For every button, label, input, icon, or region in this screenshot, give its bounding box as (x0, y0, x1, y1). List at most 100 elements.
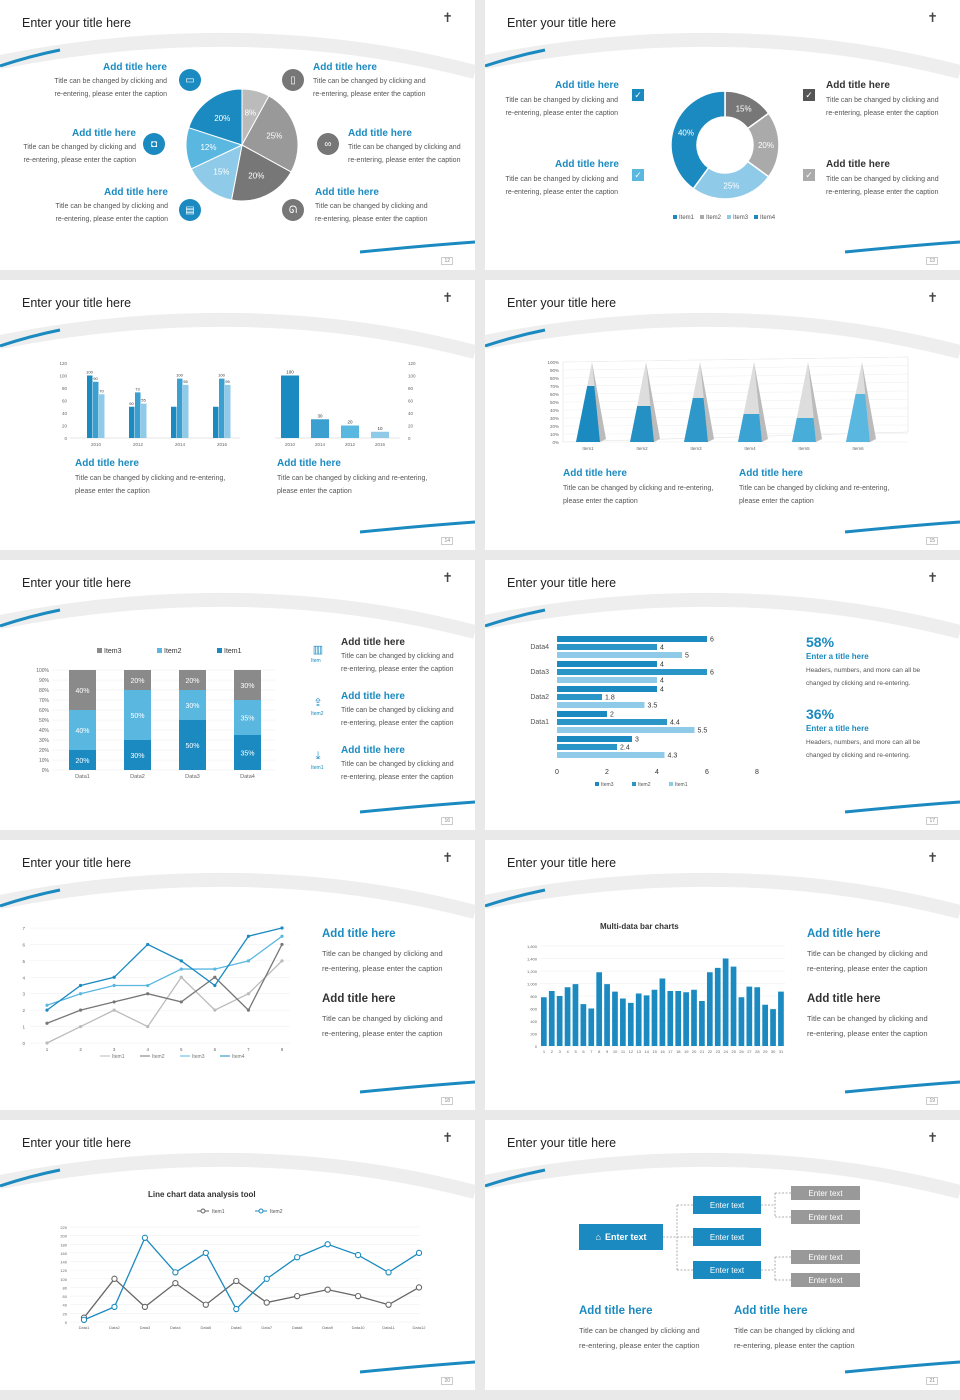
bar (683, 992, 689, 1046)
legend-label: Item3 (192, 1054, 205, 1060)
pyramid-fill (792, 418, 816, 442)
data-point (112, 983, 116, 988)
x-tick: 2012 (133, 442, 144, 447)
home-icon: ⌂ (595, 1232, 601, 1242)
slice-label: 25% (723, 181, 739, 190)
y-tick: 1,200 (527, 969, 538, 974)
data-point (233, 1277, 240, 1285)
data-point (179, 967, 183, 971)
data-label: 20% (185, 678, 199, 685)
legend-swatch (157, 648, 162, 653)
page-number: 13 (926, 257, 938, 265)
x-tick: Data9 (322, 1325, 333, 1330)
block-title: Add title here (807, 993, 881, 1005)
bar (219, 378, 225, 438)
y-tick: 40 (63, 1303, 68, 1308)
y-tick: 20 (408, 424, 414, 429)
y-tick: 30% (550, 416, 559, 421)
slide-14[interactable]: Enter your title here ✝ 120 100 80 60 40 20 0 1… (0, 280, 475, 550)
data-point (111, 1303, 118, 1311)
data-label: 100 (86, 370, 93, 375)
x-tick: 21 (700, 1049, 705, 1054)
mid-node[interactable]: Enter text (693, 1228, 761, 1246)
slide-16[interactable]: Enter your title here ✝ 100% 90% 80% 70% 60%… (0, 560, 475, 830)
slide-19[interactable]: Enter your title here ✝ Multi-data bar c… (485, 840, 960, 1110)
x-tick: 24 (723, 1049, 728, 1054)
legend-label: Item2 (638, 782, 651, 788)
bar (659, 978, 666, 1046)
data-point (324, 1286, 331, 1293)
data-label: 40% (75, 728, 89, 735)
x-tick: Data1 (75, 774, 90, 780)
gridline (562, 382, 909, 387)
bar (564, 987, 571, 1046)
slide-18[interactable]: Enter your title here ✝ 7 6 5 4 3 2 1 0 1 2 3 4 5 6 7 8… (0, 840, 475, 1110)
slide-title: Enter your title here (507, 296, 617, 310)
data-label: 30% (130, 753, 144, 760)
pie-slice (241, 95, 299, 173)
mid-node[interactable]: Enter text (693, 1261, 761, 1279)
bar (557, 669, 707, 675)
slice-label: 15% (736, 104, 752, 113)
y-tick: 120 (408, 361, 416, 366)
donut-chart: 15% 20% 25% 40% (670, 90, 780, 200)
gridline (562, 365, 909, 371)
data-label: 3 (635, 737, 639, 744)
gridline (562, 373, 909, 379)
bar (746, 986, 753, 1046)
y-tick: 1 (22, 1025, 25, 1030)
y-tick: 80% (550, 376, 559, 381)
data-label: 50% (130, 713, 144, 720)
x-tick: 9 (606, 1049, 609, 1054)
bar (557, 727, 695, 733)
root-node[interactable]: ⌂ Enter text (579, 1224, 663, 1250)
data-point (294, 1254, 301, 1261)
block-caption: Title can be changed by clicking and re-… (277, 475, 428, 495)
stat-subtitle: Enter a title here (806, 652, 869, 661)
bar (580, 1004, 587, 1046)
slide-21[interactable]: Enter your title here ✝ ⌂ Enter text Ente… (485, 1120, 960, 1390)
slide-13[interactable]: Enter your title here ✝ Add title here T… (485, 0, 960, 270)
cross-icon: ✝ (927, 850, 938, 865)
mid-node[interactable]: Enter text (693, 1196, 761, 1214)
x-tick: Data10 (352, 1325, 366, 1330)
slice-label: 20% (758, 141, 774, 150)
leaf-node[interactable]: Enter text (791, 1186, 860, 1200)
y-tick: 3 (22, 992, 25, 997)
y-tick: 60% (39, 708, 50, 714)
data-point (354, 1251, 362, 1259)
slide-title: Enter your title here (507, 1136, 617, 1150)
bar (541, 997, 547, 1046)
y-tick: 70% (39, 698, 50, 704)
legend-label: Item4 (232, 1054, 245, 1060)
leaf-node[interactable]: Enter text (791, 1250, 860, 1264)
page-number: 18 (441, 1097, 453, 1105)
slide-20[interactable]: Enter your title here ✝ Line chart data … (0, 1120, 475, 1390)
leaf-node[interactable]: Enter text (791, 1273, 860, 1287)
data-point (179, 1000, 183, 1004)
slide-12[interactable]: Enter your title here ✝ Add title here T… (0, 0, 475, 270)
bar (557, 652, 682, 658)
x-tick: 2014 (175, 442, 186, 447)
leaf-node[interactable]: Enter text (791, 1210, 860, 1224)
bar (706, 972, 713, 1046)
cross-icon: ✝ (927, 1130, 938, 1145)
y-tick: 0% (552, 440, 559, 445)
data-label: 6 (710, 670, 714, 677)
bar (213, 406, 219, 438)
data-label: 50% (185, 743, 199, 750)
block-title: Add title here (734, 1305, 808, 1317)
block-title: Add title here (826, 159, 890, 170)
x-tick: 23 (716, 1049, 721, 1054)
block-title: Add title here (322, 993, 396, 1005)
data-point (324, 1241, 331, 1248)
block-caption: Title can be changed by clicking and re-e… (322, 1014, 443, 1038)
legend-label: Item2 (270, 1209, 283, 1215)
slide-15[interactable]: Enter your title here ✝ 0% 10% 20% 30% 40% 50… (485, 280, 960, 550)
slide-17[interactable]: Enter your title here ✝ 0 2 4 6 8 6 4 5 4 6 4 4 1.8 3… (485, 560, 960, 830)
bar (699, 1001, 705, 1046)
page-number: 14 (441, 537, 453, 545)
stacked-bar (179, 720, 206, 770)
bar (557, 702, 645, 708)
gridline (562, 356, 909, 363)
